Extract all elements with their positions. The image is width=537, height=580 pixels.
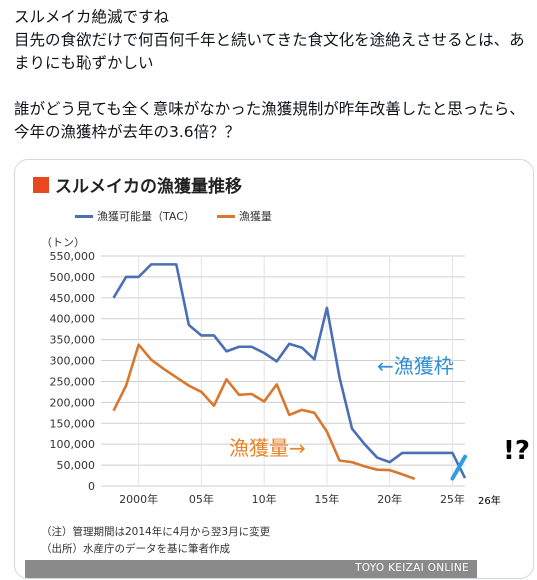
y-tick-label: 350,000 bbox=[50, 334, 96, 347]
annotation-quota: ←漁獲枠 bbox=[377, 354, 454, 378]
post-text: スルメイカ絶滅ですね 目先の食欲だけで何百何千年と続いてきた食文化を途絶えさせる… bbox=[14, 6, 530, 144]
legend-swatch-catch bbox=[216, 214, 235, 218]
post-line-4: 誰がどう見ても全く意味がなかった漁獲規制が昨年改善したと思ったら、 bbox=[14, 100, 525, 118]
y-tick-label: 100,000 bbox=[50, 438, 96, 451]
y-tick-label: 250,000 bbox=[50, 375, 96, 388]
annotation-catch: 漁獲量→ bbox=[229, 436, 306, 460]
post-line-1: スルメイカ絶滅ですね bbox=[14, 8, 170, 26]
post-line-5: 今年の漁獲枠が去年の3.6倍？？ bbox=[14, 123, 241, 141]
chart-legend: 漁獲可能量（TAC） 漁獲量 bbox=[75, 208, 294, 224]
post-line-3: まりにも恥ずかしい bbox=[14, 54, 154, 72]
exclamation-mark: !? bbox=[503, 436, 530, 466]
legend-label-tac: 漁獲可能量（TAC） bbox=[97, 210, 195, 223]
legend-label-catch: 漁獲量 bbox=[238, 210, 272, 223]
y-tick-label: 400,000 bbox=[50, 313, 96, 326]
chart-plot: 0 50,000 100,000 150,000 200,000 250,000 300,0… bbox=[50, 250, 467, 506]
legend-item-catch: 漁獲量 bbox=[216, 208, 272, 224]
x-tick-label: 05年 bbox=[189, 492, 214, 506]
chart-source: （出所）水産庁のデータを基に筆者作成 bbox=[41, 543, 230, 555]
chart-note: （注）管理期間は2014年に4月から翌3月に変更 bbox=[41, 526, 271, 538]
y-tick-label: 50,000 bbox=[57, 459, 96, 472]
legend-item-tac: 漁獲可能量（TAC） bbox=[75, 208, 195, 224]
y-tick-label: 150,000 bbox=[50, 417, 96, 430]
y-tick-label: 500,000 bbox=[50, 271, 96, 284]
credit-bar: TOYO KEIZAI ONLINE bbox=[25, 560, 477, 578]
title-square-icon bbox=[33, 176, 49, 193]
catch-line bbox=[112, 343, 416, 481]
x-tick-label: 20年 bbox=[377, 492, 402, 506]
chart-title: スルメイカの漁獲量推移 bbox=[55, 177, 242, 197]
x-tick-label: 10年 bbox=[252, 492, 277, 506]
credit-text: TOYO KEIZAI ONLINE bbox=[355, 562, 469, 574]
chart-image: スルメイカの漁獲量推移 漁獲可能量（TAC） 漁獲量 （トン） 0 50,000 1… bbox=[25, 166, 477, 566]
year-26-label: 26年 bbox=[478, 496, 501, 507]
y-axis-unit: （トン） bbox=[41, 236, 85, 249]
y-tick-label: 550,000 bbox=[50, 250, 96, 263]
attached-image-card[interactable]: スルメイカの漁獲量推移 漁獲可能量（TAC） 漁獲量 （トン） 0 50,000 1… bbox=[14, 159, 534, 579]
legend-swatch-tac bbox=[75, 214, 93, 218]
y-tick-label: 0 bbox=[88, 480, 95, 493]
x-tick-label: 2000年 bbox=[119, 492, 158, 506]
chart-title-row: スルメイカの漁獲量推移 bbox=[33, 172, 242, 197]
y-tick-label: 300,000 bbox=[50, 355, 96, 368]
x-tick-label: 15年 bbox=[314, 492, 339, 506]
y-tick-label: 200,000 bbox=[50, 396, 96, 409]
y-tick-label: 450,000 bbox=[50, 292, 96, 305]
post-line-2: 目先の食欲だけで何百何千年と続いてきた食文化を途絶えさせるとは、あ bbox=[14, 31, 525, 49]
tac-line bbox=[112, 263, 467, 479]
x-tick-label: 25年 bbox=[440, 492, 465, 506]
